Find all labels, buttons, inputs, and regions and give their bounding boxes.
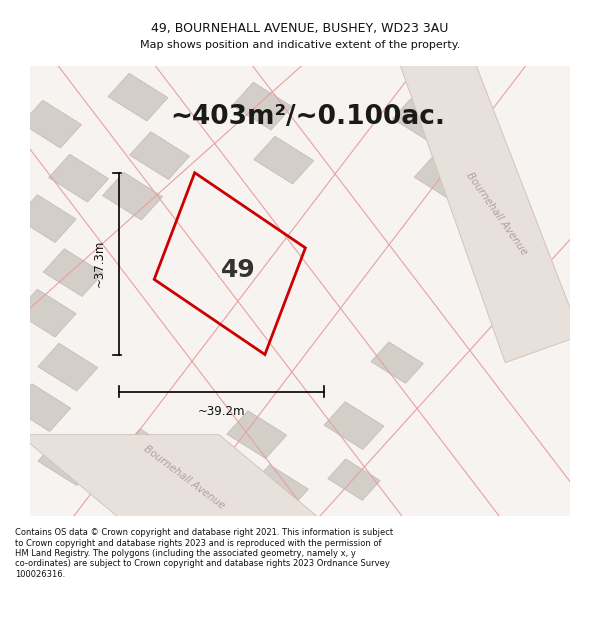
- Polygon shape: [254, 136, 314, 184]
- Polygon shape: [227, 411, 287, 459]
- Polygon shape: [103, 173, 163, 220]
- Polygon shape: [19, 434, 327, 524]
- Polygon shape: [248, 465, 308, 512]
- Polygon shape: [38, 438, 98, 486]
- Polygon shape: [119, 429, 179, 476]
- Text: ~403m²/~0.100ac.: ~403m²/~0.100ac.: [170, 104, 445, 131]
- Polygon shape: [371, 342, 424, 383]
- Polygon shape: [324, 402, 384, 449]
- Text: Map shows position and indicative extent of the property.: Map shows position and indicative extent…: [140, 40, 460, 50]
- Text: Bournehall Avenue: Bournehall Avenue: [142, 444, 226, 511]
- Polygon shape: [130, 132, 190, 179]
- Polygon shape: [16, 195, 76, 242]
- Polygon shape: [49, 154, 109, 202]
- Polygon shape: [232, 82, 292, 130]
- Polygon shape: [92, 469, 152, 517]
- Text: ~39.2m: ~39.2m: [198, 406, 245, 418]
- Polygon shape: [392, 99, 445, 141]
- Polygon shape: [11, 384, 71, 431]
- Polygon shape: [397, 57, 581, 362]
- Text: 49, BOURNEHALL AVENUE, BUSHEY, WD23 3AU: 49, BOURNEHALL AVENUE, BUSHEY, WD23 3AU: [151, 22, 449, 34]
- Text: Contains OS data © Crown copyright and database right 2021. This information is : Contains OS data © Crown copyright and d…: [15, 528, 393, 579]
- Polygon shape: [414, 158, 467, 199]
- Polygon shape: [38, 343, 98, 391]
- Polygon shape: [43, 249, 103, 296]
- Polygon shape: [108, 73, 168, 121]
- Text: 49: 49: [221, 258, 255, 282]
- Polygon shape: [16, 289, 76, 337]
- Text: Bournehall Avenue: Bournehall Avenue: [465, 171, 529, 258]
- Text: ~37.3m: ~37.3m: [93, 240, 106, 288]
- Polygon shape: [22, 100, 82, 148]
- Polygon shape: [328, 459, 380, 501]
